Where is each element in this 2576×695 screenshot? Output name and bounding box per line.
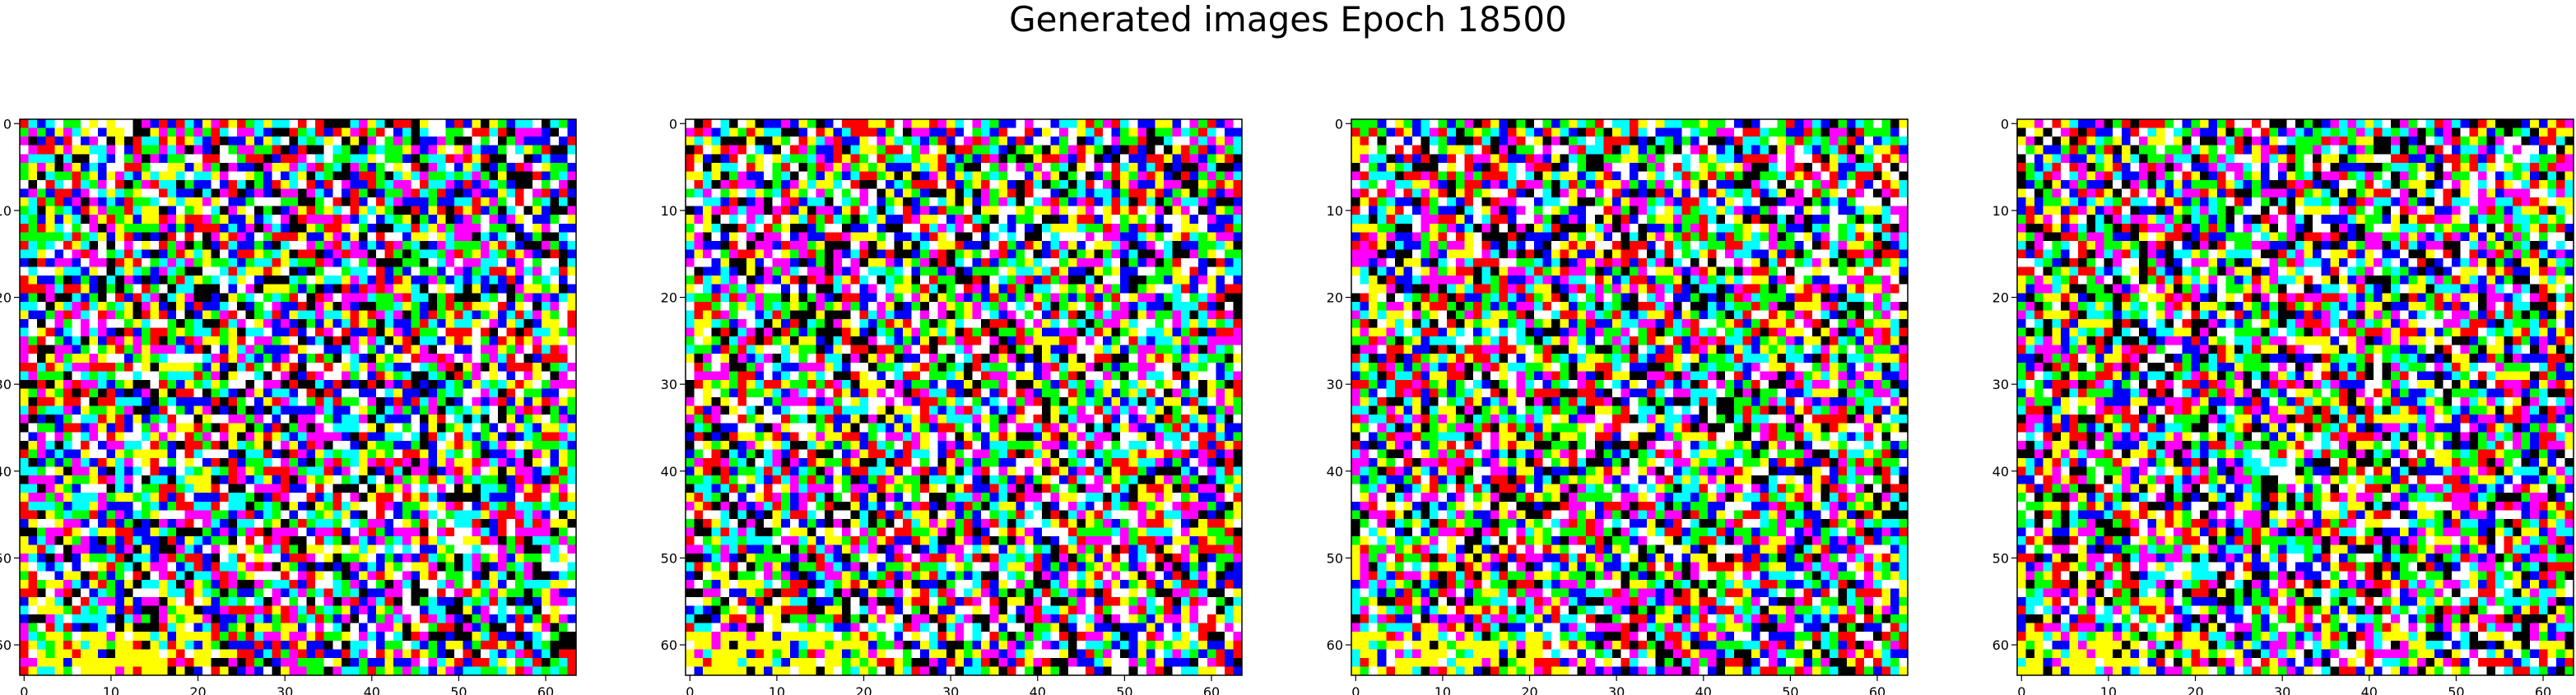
x-tick-label: 40 xyxy=(1030,684,1046,695)
image-panel-1: 0 10 20 30 40 50 60 0 10 20 30 40 50 60 xyxy=(0,116,577,695)
y-tick-label: 50 xyxy=(0,550,12,566)
image-panel-3: 0 10 20 30 40 50 60 0 10 20 30 40 50 60 xyxy=(1327,116,1909,695)
x-tick-label: 20 xyxy=(1521,684,1537,695)
axes-frame xyxy=(1351,118,1909,676)
x-tick-label: 0 xyxy=(1351,684,1360,695)
x-tick-label: 10 xyxy=(1434,684,1451,695)
x-tick-label: 20 xyxy=(189,684,206,695)
y-tick-label: 0 xyxy=(669,116,677,132)
y-tick-label: 30 xyxy=(661,377,677,392)
y-tick-label: 50 xyxy=(1992,550,2009,566)
y-tick-label: 40 xyxy=(661,464,677,480)
x-tick-label: 60 xyxy=(1203,684,1220,695)
image-panel-4: 0 10 20 30 40 50 60 0 10 20 30 40 50 60 xyxy=(1992,116,2574,695)
y-tick-label: 60 xyxy=(1327,637,1343,653)
x-tick-label: 10 xyxy=(2100,684,2117,695)
x-tick-label: 50 xyxy=(2448,684,2464,695)
y-tick-label: 40 xyxy=(1327,464,1343,480)
y-tick-label: 60 xyxy=(0,637,12,653)
x-tick-label: 60 xyxy=(2535,684,2551,695)
x-tick-label: 10 xyxy=(769,684,785,695)
x-tick-label: 50 xyxy=(450,684,467,695)
x-tick-label: 10 xyxy=(103,684,119,695)
axes-frame xyxy=(19,118,577,676)
y-tick-label: 10 xyxy=(0,203,12,219)
y-tick-label: 20 xyxy=(1327,290,1343,306)
x-tick-label: 20 xyxy=(855,684,872,695)
y-tick-label: 60 xyxy=(1992,637,2009,653)
y-tick-label: 10 xyxy=(1992,203,2009,219)
x-tick-label: 30 xyxy=(1608,684,1625,695)
x-tick-label: 0 xyxy=(20,684,28,695)
image-panel-2: 0 10 20 30 40 50 60 0 10 20 30 40 50 60 xyxy=(661,116,1243,695)
generated-image xyxy=(2017,119,2574,676)
y-tick-label: 40 xyxy=(1992,464,2009,480)
y-tick-label: 40 xyxy=(0,464,12,480)
x-tick-label: 30 xyxy=(942,684,959,695)
x-tick-label: 40 xyxy=(364,684,380,695)
figure-title: Generated images Epoch 18500 xyxy=(1009,0,1567,39)
generated-image xyxy=(686,119,1243,676)
y-tick-label: 20 xyxy=(661,290,677,306)
y-tick-label: 30 xyxy=(1992,377,2009,392)
x-tick-label: 30 xyxy=(2274,684,2290,695)
x-tick-label: 20 xyxy=(2187,684,2203,695)
x-tick-label: 50 xyxy=(1116,684,1132,695)
y-tick-label: 30 xyxy=(1327,377,1343,392)
x-tick-label: 60 xyxy=(1869,684,1886,695)
axes-frame xyxy=(2016,118,2574,676)
x-tick-label: 40 xyxy=(1695,684,1712,695)
y-tick-label: 10 xyxy=(661,203,677,219)
generated-image xyxy=(1351,119,1909,676)
x-tick-label: 0 xyxy=(686,684,694,695)
axes-frame xyxy=(685,118,1243,676)
x-tick-label: 50 xyxy=(1782,684,1798,695)
y-tick-label: 20 xyxy=(1992,290,2009,306)
y-tick-label: 0 xyxy=(1335,116,1343,132)
x-tick-label: 40 xyxy=(2361,684,2378,695)
y-tick-label: 50 xyxy=(1327,550,1343,566)
y-tick-label: 30 xyxy=(0,377,12,392)
y-tick-label: 0 xyxy=(3,116,12,132)
y-tick-label: 10 xyxy=(1327,203,1343,219)
y-tick-label: 60 xyxy=(661,637,677,653)
x-tick-label: 60 xyxy=(537,684,554,695)
y-tick-label: 20 xyxy=(0,290,12,306)
x-tick-label: 30 xyxy=(277,684,293,695)
y-tick-label: 0 xyxy=(2001,116,2009,132)
y-tick-label: 50 xyxy=(661,550,677,566)
x-tick-label: 0 xyxy=(2017,684,2025,695)
generated-image xyxy=(20,119,577,676)
